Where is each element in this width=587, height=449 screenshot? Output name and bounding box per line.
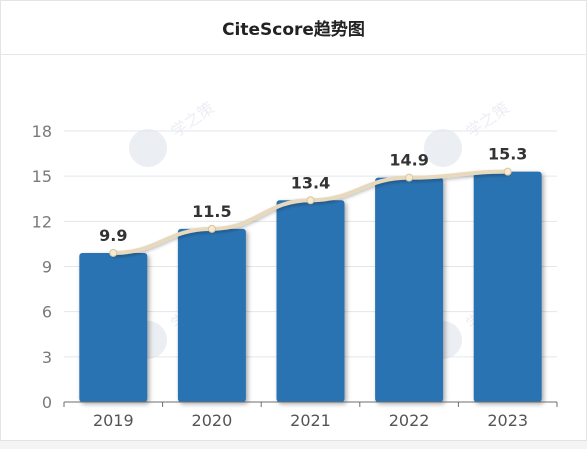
data-label: 15.3: [488, 145, 527, 164]
card-bottom-edge: [0, 440, 587, 449]
bar-2021: [276, 200, 345, 402]
y-axis-ticks: 0 3 6 9 12 15 18: [32, 122, 52, 412]
watermark-text: 学之策: [462, 98, 512, 141]
data-label: 11.5: [192, 202, 231, 221]
x-tick-label: 2021: [290, 411, 331, 430]
x-tick-label: 2022: [389, 411, 430, 430]
watermark: 学之策: [129, 98, 218, 167]
trend-line-layer: [109, 167, 512, 257]
y-tick-label: 6: [42, 303, 52, 322]
x-tick-label: 2019: [93, 411, 134, 430]
y-tick-label: 3: [42, 348, 52, 367]
trend-point-2023: [503, 167, 512, 176]
watermark-text: 学之策: [167, 98, 217, 141]
x-axis: 2019 2020 2021 2022 2023: [63, 401, 558, 430]
bars: [79, 171, 542, 402]
bar-2019: [79, 252, 148, 402]
trend-point-2020: [207, 224, 216, 233]
bar-2023: [473, 171, 542, 402]
trend-point-2021: [306, 196, 315, 205]
x-tick-label: 2020: [192, 411, 233, 430]
data-label: 14.9: [389, 151, 428, 170]
data-label: 9.9: [99, 226, 127, 245]
bar-2020: [177, 228, 246, 402]
y-tick-label: 12: [32, 212, 52, 231]
data-label: 13.4: [291, 173, 330, 192]
trend-point-2019: [109, 248, 118, 257]
y-tick-label: 9: [42, 258, 52, 277]
y-tick-label: 15: [32, 167, 52, 186]
x-tick-label: 2023: [487, 411, 528, 430]
bar-2022: [375, 177, 444, 402]
chart-title: CiteScore趋势图: [222, 20, 365, 40]
chart-header: CiteScore趋势图: [1, 1, 586, 55]
y-tick-label: 0: [42, 393, 52, 412]
y-tick-label: 18: [32, 122, 52, 141]
trend-point-2022: [405, 173, 414, 182]
data-labels: 9.9 11.5 13.4 14.9 15.3: [99, 145, 527, 245]
